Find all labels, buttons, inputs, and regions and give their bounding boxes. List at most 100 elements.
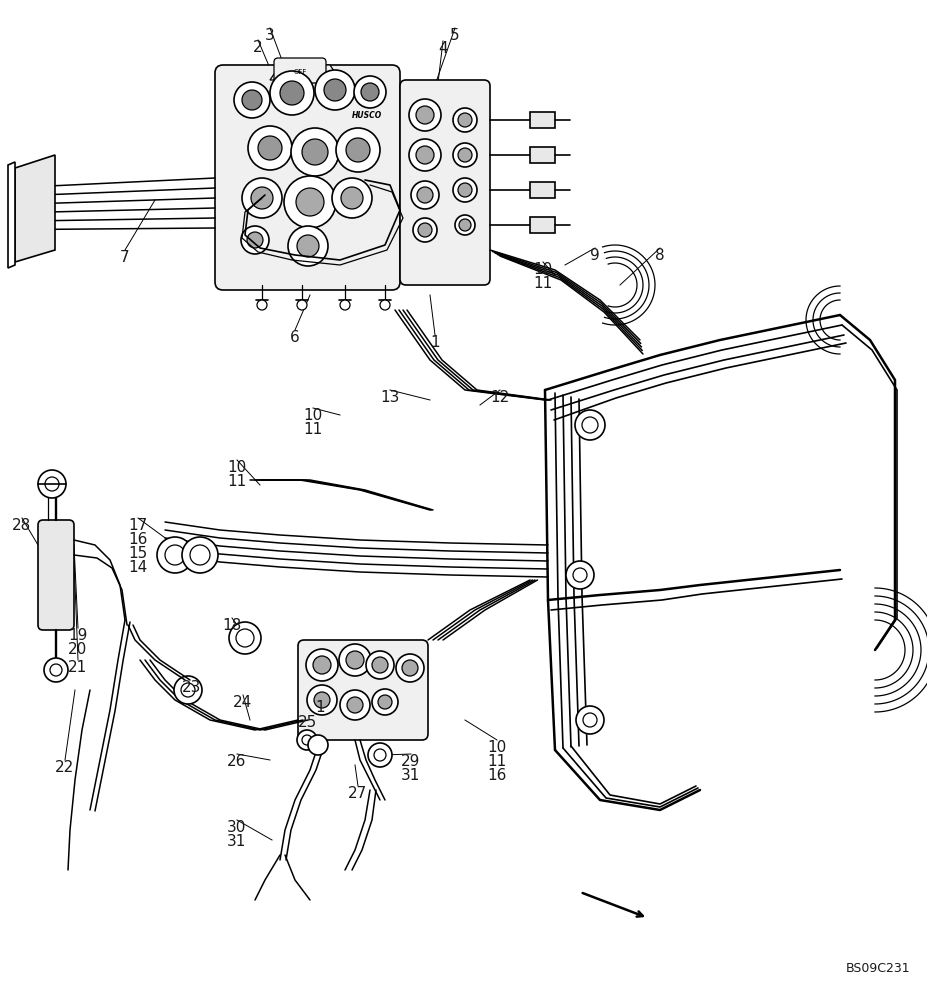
Circle shape — [368, 743, 391, 767]
Circle shape — [415, 106, 434, 124]
Text: 23: 23 — [182, 680, 201, 695]
Text: 10: 10 — [487, 740, 506, 755]
Text: 12: 12 — [489, 390, 509, 405]
Circle shape — [270, 71, 313, 115]
Bar — [529, 112, 554, 128]
Circle shape — [332, 178, 372, 218]
Circle shape — [242, 178, 282, 218]
Circle shape — [409, 139, 440, 171]
Circle shape — [409, 99, 440, 131]
Circle shape — [377, 695, 391, 709]
Text: 4: 4 — [438, 41, 448, 56]
Polygon shape — [270, 65, 339, 80]
Circle shape — [297, 300, 307, 310]
Text: 11: 11 — [227, 474, 247, 489]
Circle shape — [50, 664, 62, 676]
Circle shape — [336, 128, 379, 172]
Circle shape — [301, 139, 327, 165]
Circle shape — [346, 138, 370, 162]
Circle shape — [582, 713, 596, 727]
Text: 31: 31 — [227, 834, 247, 849]
Circle shape — [572, 568, 587, 582]
Circle shape — [296, 188, 324, 216]
Text: 31: 31 — [400, 768, 420, 783]
Text: HUSCO: HUSCO — [351, 110, 382, 119]
Polygon shape — [8, 162, 15, 268]
Circle shape — [229, 622, 260, 654]
Circle shape — [313, 692, 330, 708]
Circle shape — [458, 183, 472, 197]
Circle shape — [374, 749, 386, 761]
Circle shape — [353, 76, 386, 108]
FancyBboxPatch shape — [400, 80, 489, 285]
Circle shape — [174, 676, 202, 704]
Circle shape — [287, 226, 327, 266]
Text: 18: 18 — [222, 618, 241, 633]
Text: 8: 8 — [654, 248, 664, 263]
Circle shape — [411, 181, 438, 209]
Text: BS09C231: BS09C231 — [844, 962, 909, 975]
Text: 20: 20 — [69, 642, 87, 657]
Circle shape — [576, 706, 603, 734]
Circle shape — [452, 108, 476, 132]
Circle shape — [454, 215, 475, 235]
Circle shape — [372, 689, 398, 715]
Circle shape — [415, 146, 434, 164]
Circle shape — [458, 113, 472, 127]
Text: 26: 26 — [227, 754, 247, 769]
Text: 29: 29 — [400, 754, 420, 769]
FancyBboxPatch shape — [38, 520, 74, 630]
Text: 11: 11 — [303, 422, 323, 437]
FancyBboxPatch shape — [298, 640, 427, 740]
Circle shape — [257, 300, 267, 310]
Text: 5: 5 — [450, 28, 459, 43]
Text: 16: 16 — [128, 532, 147, 547]
Circle shape — [347, 697, 362, 713]
Circle shape — [339, 690, 370, 720]
Circle shape — [379, 300, 389, 310]
Text: 15: 15 — [128, 546, 147, 561]
Circle shape — [235, 629, 254, 647]
Text: 7: 7 — [121, 250, 130, 265]
Text: 1: 1 — [430, 335, 439, 350]
Text: 3: 3 — [265, 28, 274, 43]
Circle shape — [401, 660, 417, 676]
FancyBboxPatch shape — [273, 58, 325, 83]
Text: 2: 2 — [253, 40, 262, 55]
Bar — [529, 217, 554, 233]
Circle shape — [44, 477, 59, 491]
Text: 22: 22 — [56, 760, 74, 775]
Text: 10: 10 — [533, 262, 552, 277]
Circle shape — [458, 148, 472, 162]
Circle shape — [307, 685, 337, 715]
Circle shape — [459, 219, 471, 231]
Circle shape — [165, 545, 184, 565]
Circle shape — [346, 651, 363, 669]
Circle shape — [324, 79, 346, 101]
Circle shape — [242, 90, 261, 110]
Bar — [529, 147, 554, 163]
Text: 6: 6 — [290, 330, 299, 345]
Circle shape — [308, 735, 327, 755]
Circle shape — [581, 417, 597, 433]
Text: 11: 11 — [533, 276, 552, 291]
Circle shape — [306, 649, 337, 681]
FancyBboxPatch shape — [215, 65, 400, 290]
Circle shape — [241, 226, 269, 254]
Circle shape — [157, 537, 193, 573]
Circle shape — [416, 187, 433, 203]
Bar — [529, 182, 554, 198]
Text: OFF: OFF — [293, 69, 306, 75]
Text: 13: 13 — [380, 390, 400, 405]
Circle shape — [284, 176, 336, 228]
Text: 10: 10 — [227, 460, 247, 475]
Circle shape — [312, 656, 331, 674]
Text: 16: 16 — [487, 768, 506, 783]
Text: 21: 21 — [69, 660, 87, 675]
Circle shape — [339, 300, 349, 310]
Circle shape — [575, 410, 604, 440]
Text: 30: 30 — [227, 820, 247, 835]
Circle shape — [297, 235, 319, 257]
Circle shape — [258, 136, 282, 160]
Circle shape — [314, 70, 355, 110]
